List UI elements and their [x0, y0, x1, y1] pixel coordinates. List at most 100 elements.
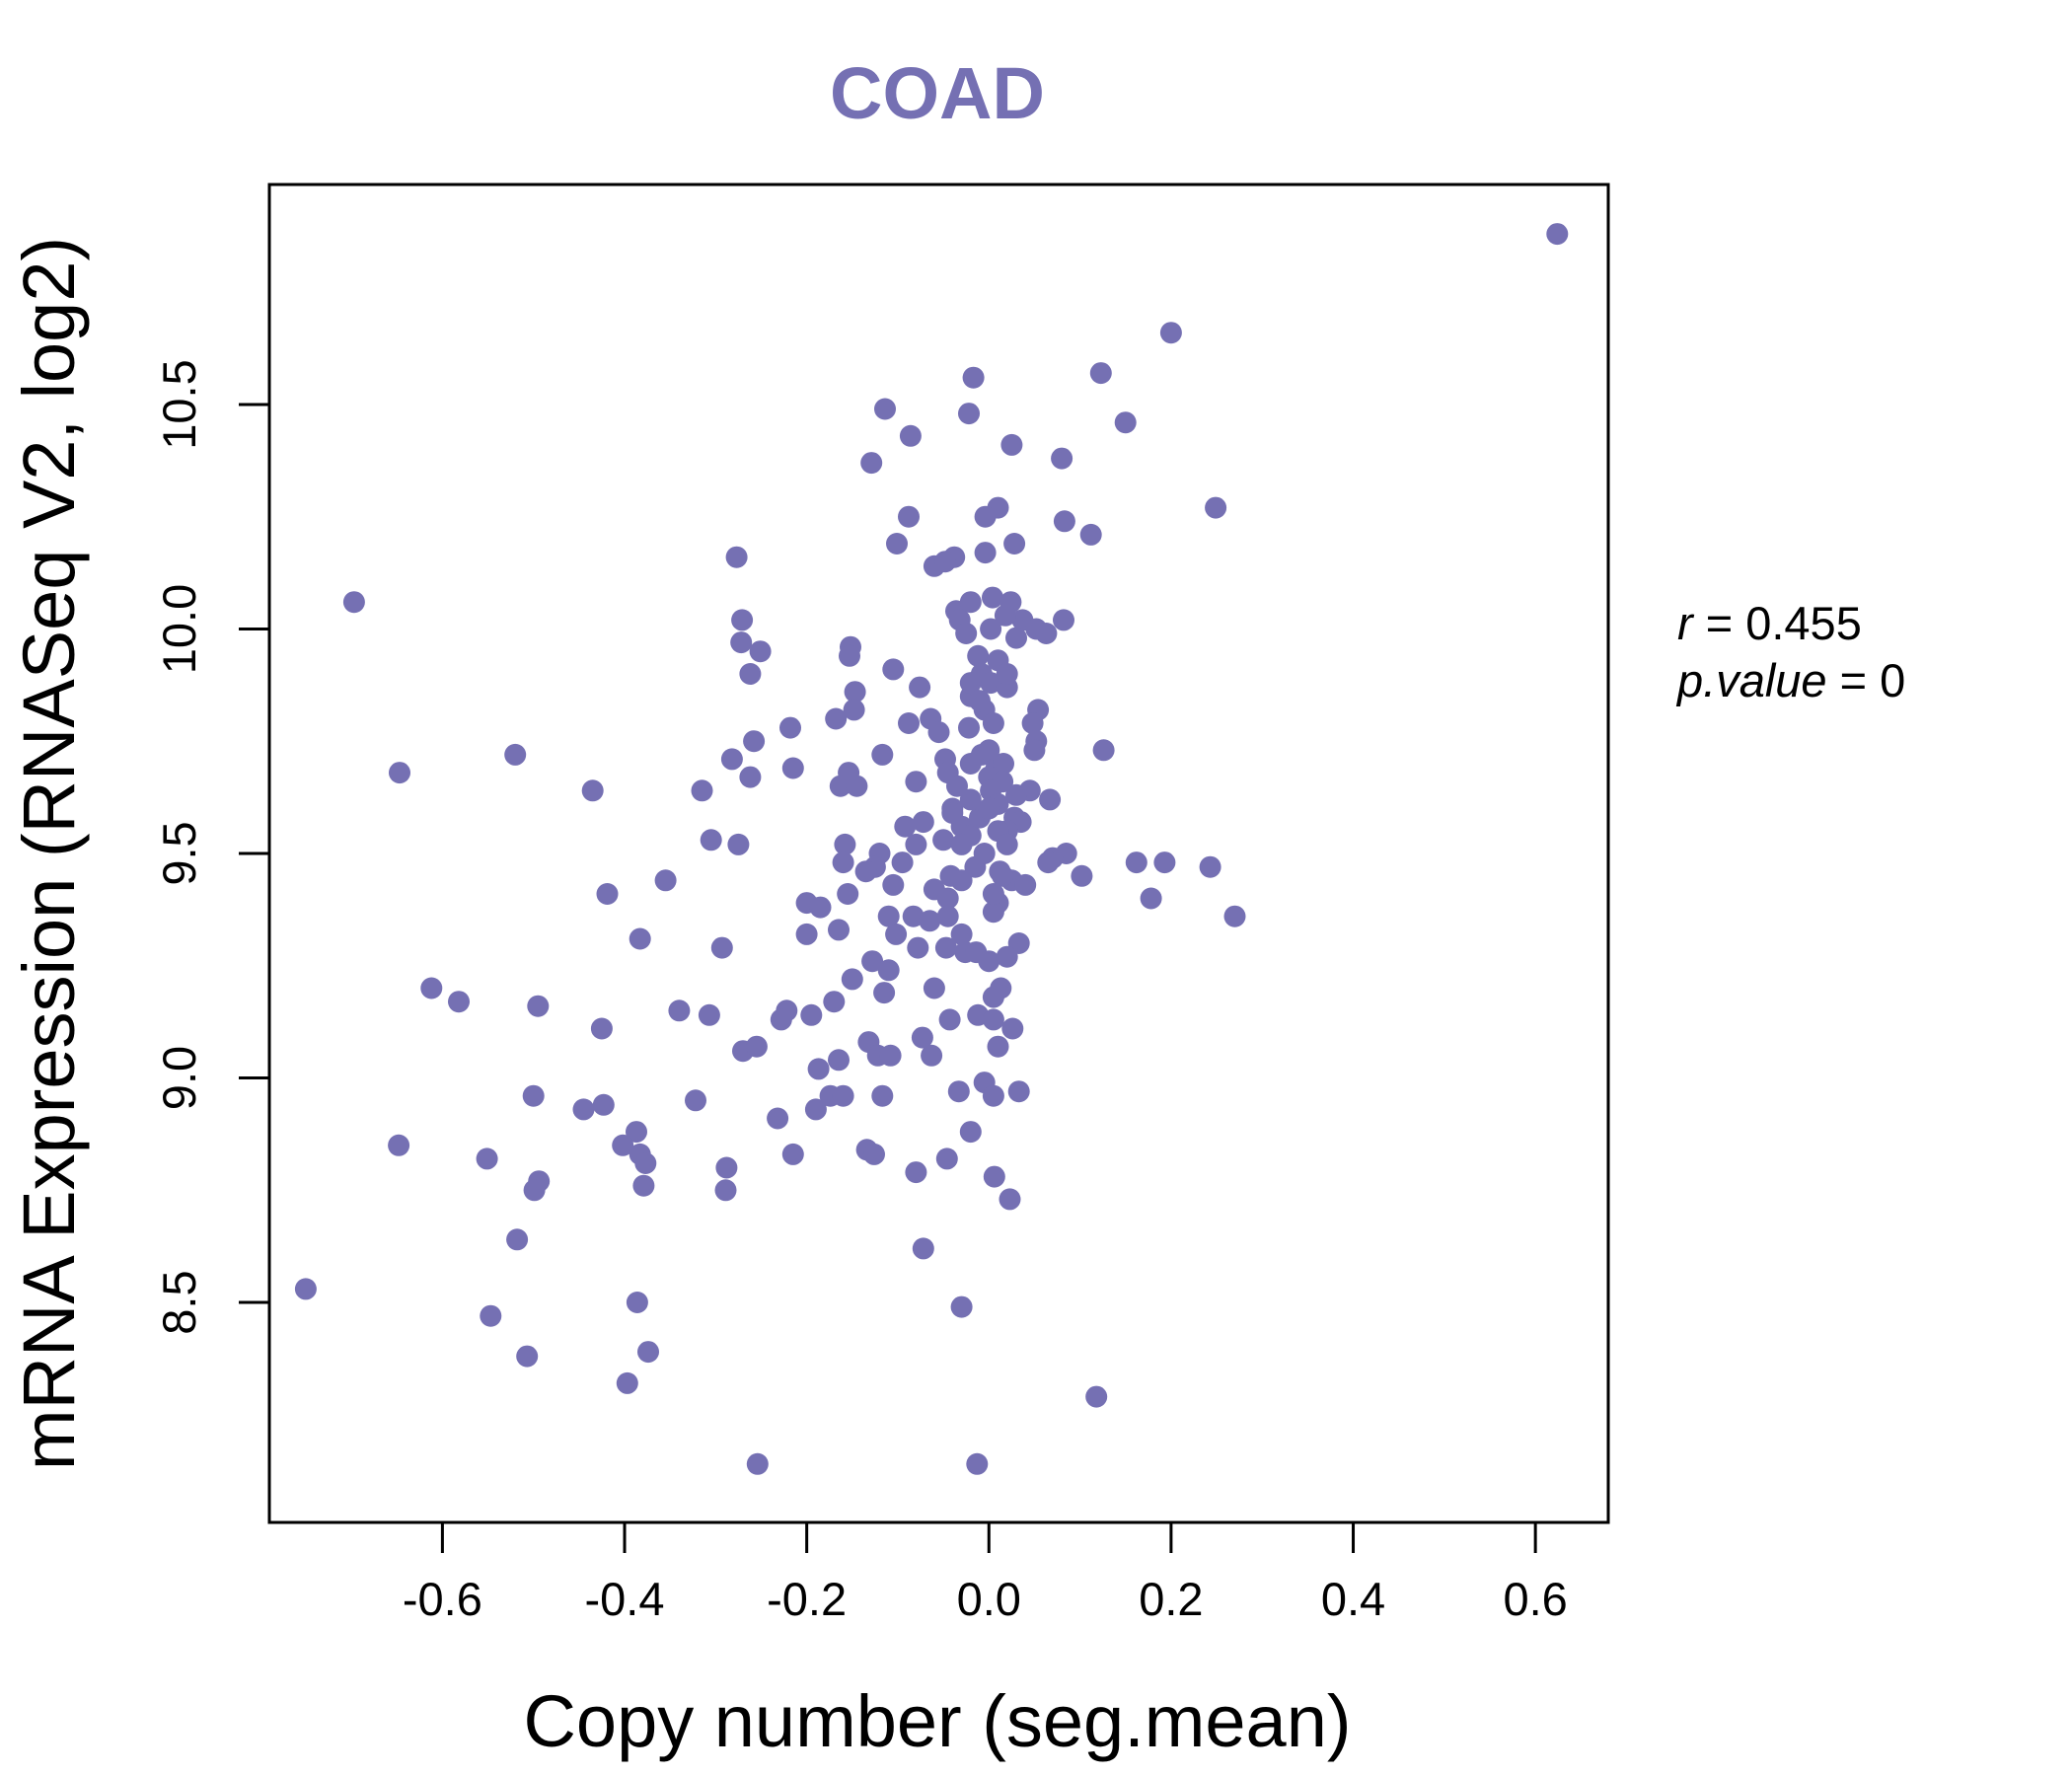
data-point-232: [982, 883, 1004, 905]
data-point-8: [1000, 433, 1023, 456]
data-point-21: [974, 542, 997, 564]
data-point-151: [841, 968, 863, 991]
data-point-183: [832, 1084, 854, 1107]
data-point-193: [959, 1121, 982, 1144]
data-point-218: [516, 1345, 539, 1368]
data-point-188: [572, 1098, 595, 1121]
data-point-84: [829, 775, 851, 797]
data-point-14: [974, 505, 997, 528]
x-tick-label-2: -0.2: [767, 1573, 847, 1625]
data-point-73: [993, 753, 1014, 775]
data-point-171: [911, 1026, 933, 1049]
data-point-149: [996, 945, 1018, 968]
data-point-221: [1085, 1385, 1108, 1408]
data-point-155: [448, 991, 470, 1013]
data-point-154: [420, 977, 443, 999]
data-point-26: [959, 591, 982, 614]
data-point-169: [1001, 1017, 1024, 1040]
data-point-200: [781, 1143, 804, 1165]
data-point-97: [700, 829, 722, 851]
data-point-66: [504, 743, 527, 766]
data-point-139: [950, 923, 973, 945]
data-point-185: [947, 1080, 970, 1103]
x-tick-label-6: 0.6: [1503, 1573, 1567, 1625]
data-point-152: [923, 977, 945, 999]
data-point-233: [950, 833, 973, 855]
data-point-165: [938, 1008, 961, 1031]
data-point-148: [978, 950, 1000, 973]
data-point-212: [506, 1228, 529, 1251]
x-axis-label: Copy number (seg.mean): [523, 1680, 1351, 1762]
data-point-210: [714, 1179, 737, 1202]
data-point-223: [966, 1452, 989, 1475]
data-point-5: [958, 403, 980, 425]
data-point-158: [873, 982, 896, 1004]
data-point-125: [936, 887, 959, 910]
data-point-37: [730, 631, 753, 654]
data-point-208: [523, 1179, 546, 1202]
data-point-214: [294, 1278, 317, 1300]
data-point-24: [934, 551, 956, 573]
data-point-134: [982, 901, 1004, 924]
data-point-59: [1021, 712, 1044, 734]
data-point-135: [1223, 905, 1246, 927]
data-point-242: [1014, 873, 1037, 896]
data-point-35: [1035, 623, 1058, 644]
data-point-181: [522, 1084, 545, 1107]
data-point-101: [905, 833, 927, 855]
data-point-241: [959, 753, 982, 775]
data-point-203: [634, 1152, 657, 1174]
y-tick-label-3: 10.0: [153, 584, 205, 674]
data-point-217: [480, 1304, 502, 1327]
data-point-52: [843, 699, 865, 721]
data-point-112: [1153, 851, 1176, 874]
p-value: = 0: [1827, 654, 1906, 706]
data-point-114: [654, 869, 677, 892]
data-point-160: [668, 999, 691, 1022]
data-point-237: [996, 663, 1018, 685]
data-point-38: [955, 623, 978, 644]
data-point-121: [1071, 864, 1093, 887]
data-point-79: [905, 771, 927, 793]
data-point-230: [992, 864, 1014, 887]
y-tick-label-2: 9.5: [153, 821, 205, 885]
data-point-190: [685, 1089, 706, 1112]
data-point-136: [828, 919, 850, 941]
data-points: [294, 223, 1569, 1475]
data-point-92: [912, 811, 934, 834]
data-point-15: [1053, 510, 1075, 533]
data-point-194: [388, 1134, 410, 1156]
data-point-163: [800, 1003, 823, 1026]
data-point-6: [1114, 411, 1137, 434]
data-point-147: [861, 950, 884, 973]
data-point-75: [781, 757, 804, 779]
data-point-61: [927, 721, 950, 744]
data-point-122: [596, 883, 619, 905]
data-point-62: [958, 716, 980, 739]
data-point-228: [1005, 783, 1027, 806]
data-point-32: [980, 618, 1002, 640]
data-point-89: [1039, 788, 1062, 811]
data-point-168: [590, 1017, 613, 1040]
data-point-162: [770, 1008, 792, 1031]
data-point-11: [1205, 496, 1227, 519]
data-point-1: [1159, 322, 1182, 344]
data-point-98: [727, 833, 750, 855]
data-point-4: [874, 398, 896, 420]
data-point-49: [980, 672, 1002, 695]
data-point-164: [698, 1003, 720, 1026]
data-point-143: [907, 936, 929, 959]
data-point-99: [834, 833, 856, 855]
data-point-142: [710, 936, 733, 959]
data-point-41: [839, 644, 860, 667]
data-point-48: [909, 676, 931, 699]
data-point-123: [837, 883, 859, 905]
data-point-209: [632, 1174, 655, 1197]
data-point-12: [898, 505, 920, 528]
data-point-238: [969, 690, 991, 712]
data-point-45: [739, 663, 762, 685]
data-point-30: [731, 609, 754, 631]
data-point-239: [1005, 627, 1027, 649]
r-label: r: [1677, 597, 1695, 649]
